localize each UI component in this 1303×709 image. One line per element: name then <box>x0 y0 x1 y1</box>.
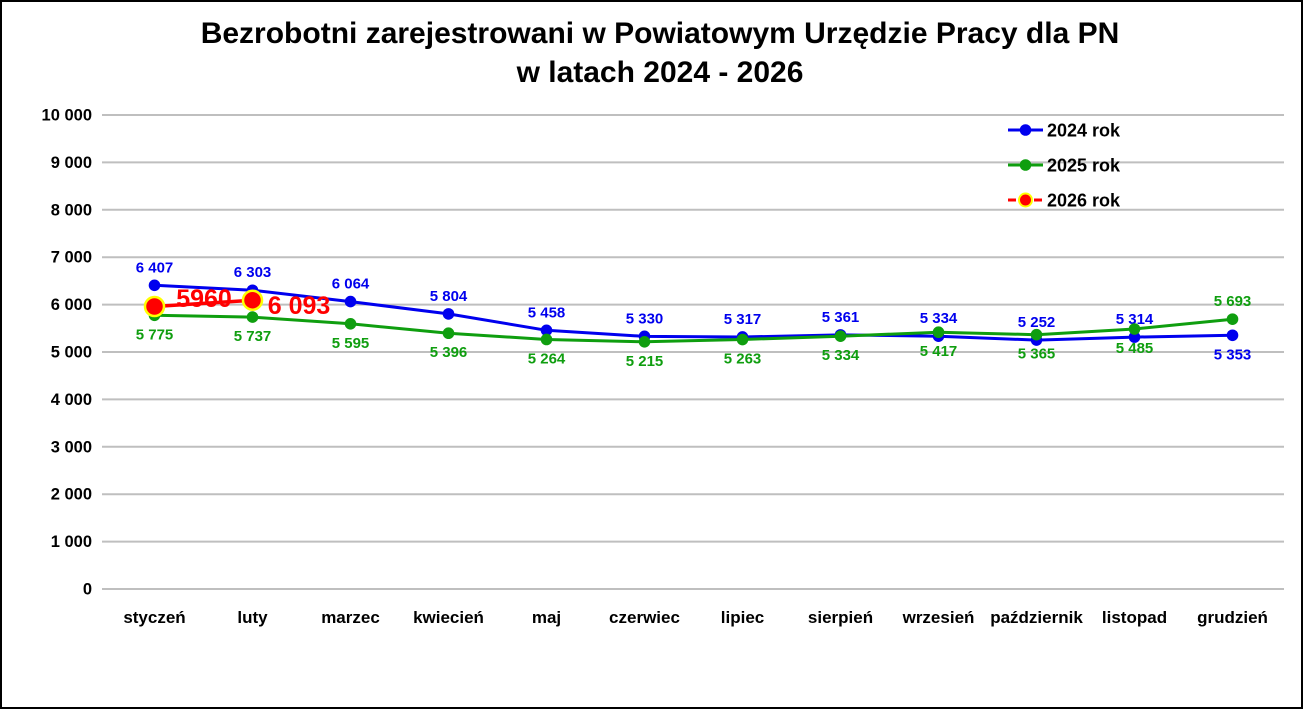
data-point-marker-2024-rok <box>442 308 455 320</box>
y-axis-tick-label: 0 <box>83 581 92 599</box>
data-point-marker-2025-rok <box>932 326 945 339</box>
axis-labels-group: 0 1 000 2 000 3 000 4 000 5 000 6 000 7 000 8 00… <box>42 107 1268 628</box>
data-point-label-2024-rok: 5 361 <box>822 309 860 326</box>
y-axis-tick-label: 6 000 <box>51 296 92 314</box>
x-axis-category-label: styczeń <box>123 608 185 627</box>
y-axis-tick-label: 9 000 <box>51 154 92 172</box>
y-axis-tick-label: 3 000 <box>51 438 92 456</box>
y-axis-tick-label: 4 000 <box>51 391 92 409</box>
x-axis-category-label: wrzesień <box>902 608 975 627</box>
y-axis-tick-label: 1 000 <box>51 533 92 551</box>
data-point-label-2024-rok: 6 064 <box>332 276 370 293</box>
legend-marker-2025-rok <box>1019 159 1032 171</box>
data-point-label-2025-rok: 5 693 <box>1214 293 1252 310</box>
data-point-marker-2025-rok <box>638 336 651 348</box>
x-axis-category-label: sierpień <box>808 608 873 627</box>
data-point-label-2025-rok: 5 775 <box>136 326 174 343</box>
legend-item-label-2025-rok: 2025 rok <box>1047 156 1121 176</box>
y-axis-tick-label: 10 000 <box>42 107 92 125</box>
gridlines-group <box>102 114 1284 590</box>
x-axis-category-label: kwiecień <box>413 608 484 627</box>
data-point-label-2025-rok: 5 595 <box>332 335 370 352</box>
x-axis-category-label: październik <box>990 608 1083 627</box>
data-point-label-2024-rok: 5 317 <box>724 311 762 328</box>
data-point-marker-2024-rok <box>1226 329 1239 342</box>
data-point-marker-2025-rok <box>246 311 259 323</box>
chart-title-line2: w latach 2024 - 2026 <box>516 56 804 89</box>
plot-area: 6 407 6 303 6 064 5 804 5 458 5 330 5 317 5 361… <box>136 259 1252 370</box>
x-axis-category-label: listopad <box>1102 608 1167 627</box>
data-point-label-2024-rok: 5 330 <box>626 310 664 327</box>
data-point-marker-2025-rok <box>344 317 357 330</box>
data-point-marker-2025-rok <box>1128 323 1141 335</box>
y-axis-tick-label: 8 000 <box>51 201 92 219</box>
data-point-marker-2026-rok <box>143 295 166 318</box>
data-point-label-2025-rok: 5 485 <box>1116 340 1154 357</box>
series-line-2026-rok <box>152 298 255 309</box>
data-point-label-2026-rok: 6 093 <box>268 292 331 320</box>
data-point-label-2025-rok: 5 264 <box>528 350 566 367</box>
legend-item-label-2026-rok: 2026 rok <box>1047 191 1121 211</box>
data-point-label-2025-rok: 5 365 <box>1018 346 1056 363</box>
data-point-label-2024-rok: 6 407 <box>136 259 174 276</box>
x-axis-category-label: marzec <box>321 608 380 627</box>
data-point-label-2024-rok: 5 458 <box>528 304 566 321</box>
data-point-label-2025-rok: 5 215 <box>626 353 664 370</box>
data-point-marker-2025-rok <box>442 327 455 340</box>
data-point-label-2024-rok: 5 252 <box>1018 314 1056 331</box>
legend-item-label-2024-rok: 2024 rok <box>1047 121 1121 141</box>
data-point-marker-2024-rok <box>344 295 357 308</box>
data-point-label-2025-rok: 5 396 <box>430 344 468 361</box>
data-point-label-2025-rok: 5 417 <box>920 343 958 360</box>
x-axis-category-label: luty <box>237 608 268 627</box>
series-line-2025-rok <box>153 313 1234 344</box>
series-line-2024-rok <box>153 283 1234 342</box>
data-point-marker-2024-rok <box>1128 331 1141 343</box>
data-point-marker-2025-rok <box>1030 328 1043 341</box>
x-axis-category-label: grudzień <box>1197 608 1268 627</box>
x-axis-category-label: lipiec <box>721 608 764 627</box>
data-point-marker-2026-rok <box>241 289 264 311</box>
data-point-label-2025-rok: 5 737 <box>234 328 272 345</box>
y-axis-tick-label: 2 000 <box>51 486 92 504</box>
data-point-label-2025-rok: 5 334 <box>822 347 860 364</box>
data-point-label-2024-rok: 5 804 <box>430 288 468 305</box>
y-axis-tick-label: 5 000 <box>51 344 92 362</box>
x-axis-category-label: czerwiec <box>609 608 680 627</box>
data-point-label-2025-rok: 5 263 <box>724 351 762 368</box>
data-point-marker-2025-rok <box>1226 313 1239 325</box>
data-point-label-2024-rok: 6 303 <box>234 264 272 281</box>
legend-marker-2024-rok <box>1019 124 1032 136</box>
data-point-marker-2025-rok <box>834 330 847 342</box>
legend-marker-2026-rok <box>1018 192 1033 208</box>
data-point-marker-2024-rok <box>540 324 553 337</box>
data-point-marker-2025-rok <box>540 333 553 346</box>
data-point-label-2026-rok: 5960 <box>176 285 232 313</box>
data-point-marker-2025-rok <box>736 333 749 346</box>
y-axis-tick-label: 7 000 <box>51 249 92 267</box>
chart-title-line1: Bezrobotni zarejestrowani w Powiatowym U… <box>201 17 1120 50</box>
data-point-label-2024-rok: 5 353 <box>1214 346 1252 363</box>
legend: 2024 rok 2025 rok 2026 rok <box>1008 121 1121 211</box>
x-axis-category-label: maj <box>532 608 561 627</box>
data-point-label-2024-rok: 5 314 <box>1116 311 1154 328</box>
data-point-marker-2024-rok <box>148 279 161 292</box>
data-point-label-2024-rok: 5 334 <box>920 310 958 327</box>
